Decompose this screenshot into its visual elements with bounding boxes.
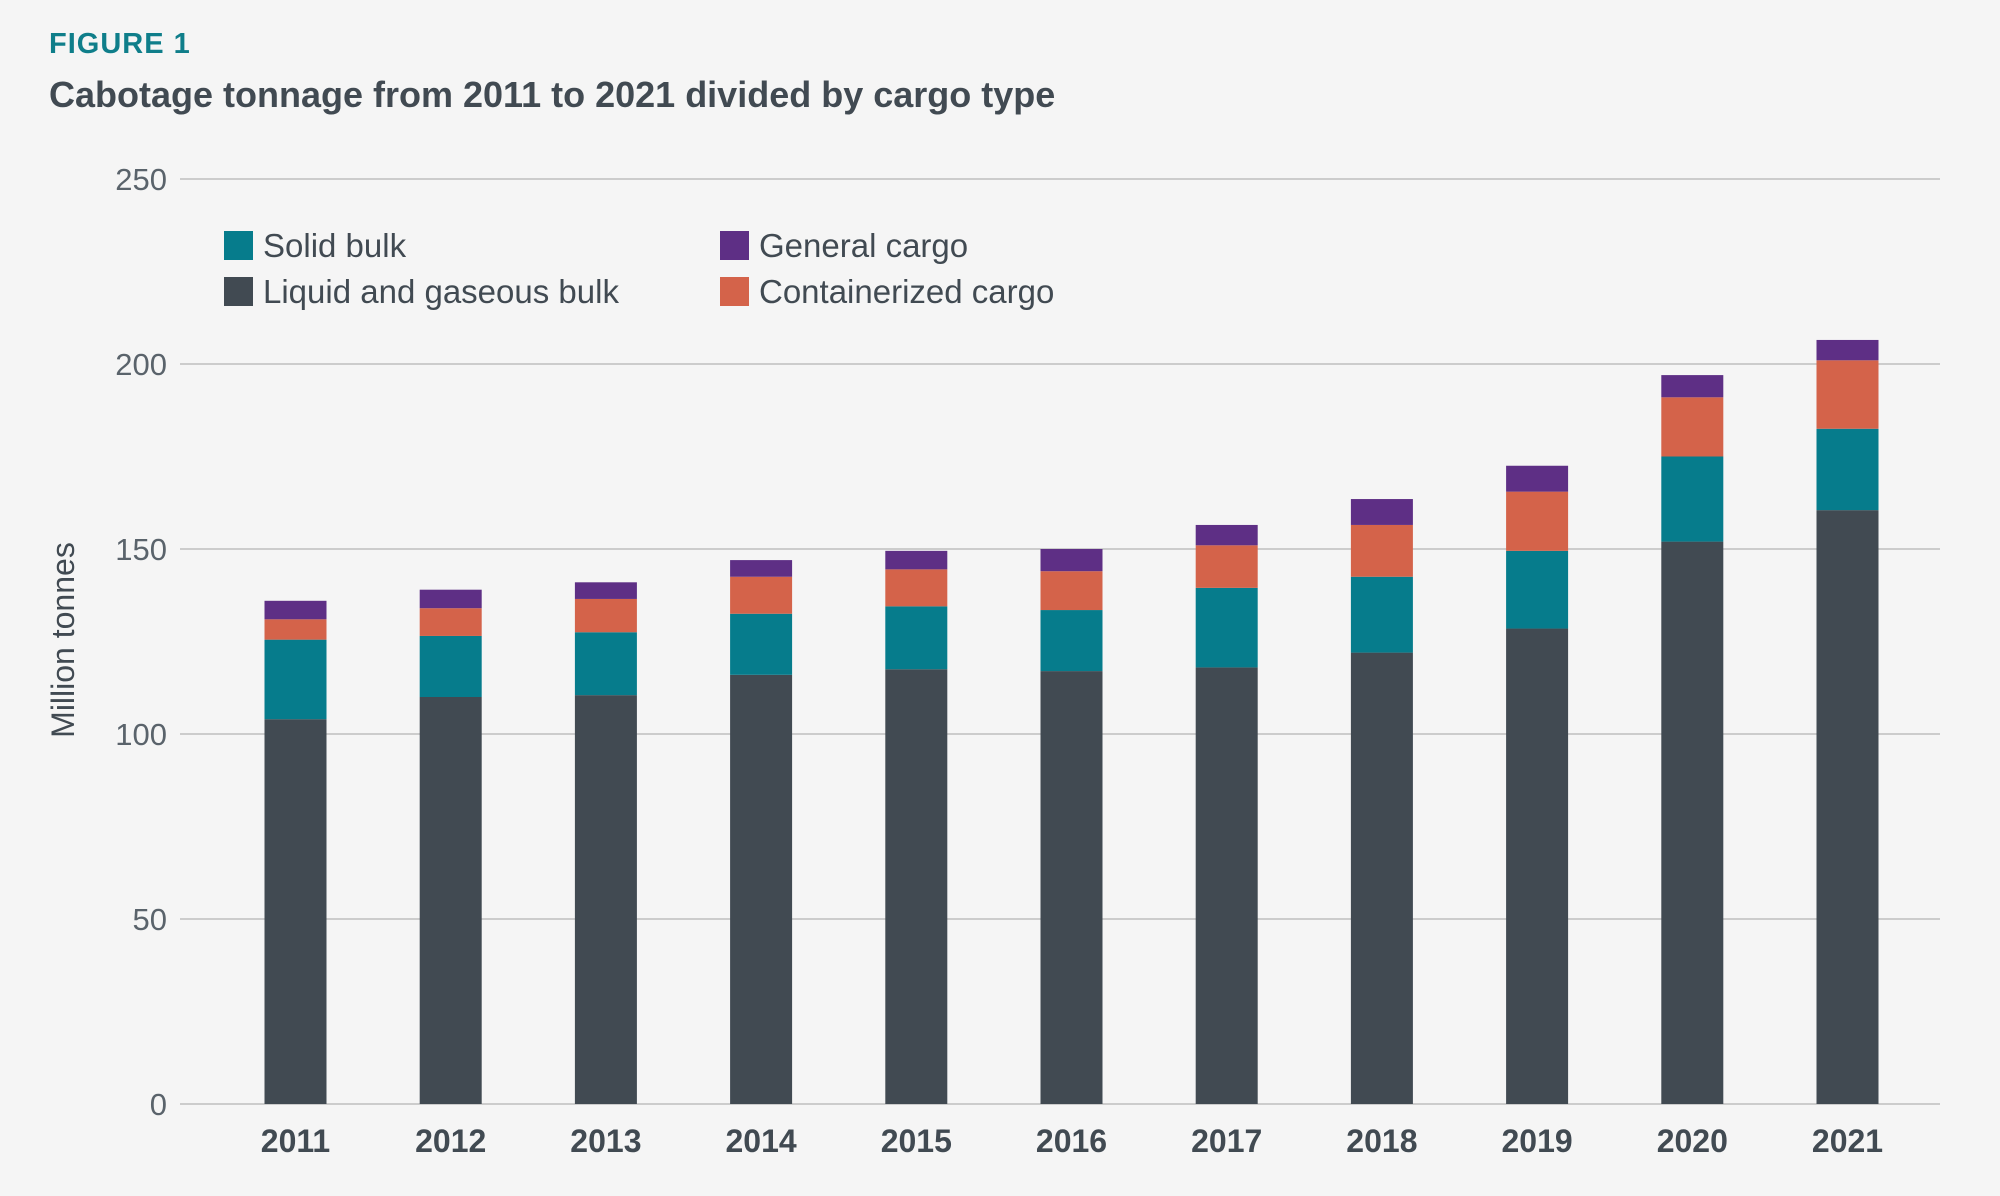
bar-segment-containerized-cargo [264, 619, 327, 640]
bar-segment-containerized-cargo [1195, 545, 1258, 588]
bar-segment-liquid-and-gaseous-bulk [885, 669, 948, 1104]
x-tick-label: 2012 [415, 1123, 486, 1159]
legend-label: Containerized cargo [759, 273, 1054, 310]
bar-segment-general-cargo [1661, 375, 1724, 398]
bar-segment-general-cargo [574, 582, 637, 599]
y-axis-ticks: 0 50 100 150 200 250 [115, 162, 167, 1122]
y-tick-label: 250 [115, 162, 167, 197]
legend-swatch [720, 277, 749, 306]
bar-segment-liquid-and-gaseous-bulk [1661, 541, 1724, 1104]
figure-label: FIGURE 1 [49, 28, 191, 60]
bar-segment-liquid-and-gaseous-bulk [574, 695, 637, 1104]
bar-segment-general-cargo [1506, 465, 1569, 492]
x-tick-label: 2011 [261, 1123, 330, 1159]
bar-segment-solid-bulk [1506, 550, 1569, 629]
bar-segment-solid-bulk [1040, 610, 1103, 672]
bars [264, 339, 1879, 1104]
y-tick-label: 200 [115, 347, 167, 382]
chart-title: Cabotage tonnage from 2011 to 2021 divid… [49, 74, 1056, 115]
bar-segment-general-cargo [1195, 524, 1258, 546]
x-tick-label: 2016 [1036, 1123, 1107, 1159]
bar-segment-solid-bulk [730, 613, 793, 675]
bar-segment-solid-bulk [1350, 576, 1413, 653]
bar-segment-solid-bulk [1661, 456, 1724, 542]
bar-segment-general-cargo [264, 600, 327, 620]
bar-segment-containerized-cargo [1506, 491, 1569, 551]
legend-label: Solid bulk [263, 227, 407, 264]
x-tick-label: 2018 [1346, 1123, 1417, 1159]
x-axis-ticks: 2011 2012 2013 2014 2015 2016 2017 2018 2019 2020… [261, 1123, 1883, 1159]
bar-segment-general-cargo [419, 589, 482, 609]
legend-swatch [720, 231, 749, 260]
bar-segment-liquid-and-gaseous-bulk [1040, 671, 1103, 1104]
legend-swatch [224, 277, 253, 306]
bar-segment-containerized-cargo [1040, 571, 1103, 611]
bar-segment-containerized-cargo [419, 608, 482, 636]
bar-segment-solid-bulk [419, 635, 482, 697]
bar-segment-general-cargo [1040, 549, 1103, 572]
bar-segment-containerized-cargo [730, 576, 793, 614]
x-tick-label: 2019 [1502, 1123, 1573, 1159]
legend-label: Liquid and gaseous bulk [263, 273, 619, 310]
legend: Solid bulk General cargo Liquid and gaseou… [224, 227, 1054, 310]
x-tick-label: 2014 [726, 1123, 797, 1159]
legend-swatch [224, 231, 253, 260]
bar-segment-liquid-and-gaseous-bulk [1350, 652, 1413, 1104]
bar-segment-general-cargo [885, 550, 948, 570]
bar-segment-solid-bulk [1816, 428, 1879, 511]
bar-segment-solid-bulk [574, 632, 637, 696]
bar-segment-general-cargo [730, 560, 793, 577]
bar-segment-liquid-and-gaseous-bulk [419, 697, 482, 1104]
bar-segment-containerized-cargo [1661, 397, 1724, 457]
y-tick-label: 50 [133, 902, 167, 937]
x-tick-label: 2017 [1191, 1123, 1262, 1159]
x-tick-label: 2021 [1812, 1123, 1883, 1159]
y-tick-label: 0 [150, 1087, 167, 1122]
bar-segment-solid-bulk [1195, 587, 1258, 668]
bar-segment-general-cargo [1816, 339, 1879, 361]
bar-segment-general-cargo [1350, 499, 1413, 525]
bar-segment-containerized-cargo [1816, 360, 1879, 429]
x-tick-label: 2015 [881, 1123, 952, 1159]
bar-segment-liquid-and-gaseous-bulk [1506, 628, 1569, 1104]
bar-segment-solid-bulk [264, 639, 327, 720]
bar-segment-solid-bulk [885, 606, 948, 670]
bar-segment-liquid-and-gaseous-bulk [1816, 510, 1879, 1104]
y-axis-title: Million tonnes [45, 542, 81, 738]
bar-segment-liquid-and-gaseous-bulk [1195, 667, 1258, 1104]
bar-segment-liquid-and-gaseous-bulk [264, 719, 327, 1104]
legend-label: General cargo [759, 227, 968, 264]
bar-segment-containerized-cargo [574, 598, 637, 633]
x-tick-label: 2013 [570, 1123, 641, 1159]
bar-segment-liquid-and-gaseous-bulk [730, 674, 793, 1104]
y-tick-label: 150 [115, 532, 167, 567]
bar-segment-containerized-cargo [885, 569, 948, 607]
y-tick-label: 100 [115, 717, 167, 752]
bar-segment-containerized-cargo [1350, 524, 1413, 577]
x-tick-label: 2020 [1657, 1123, 1728, 1159]
